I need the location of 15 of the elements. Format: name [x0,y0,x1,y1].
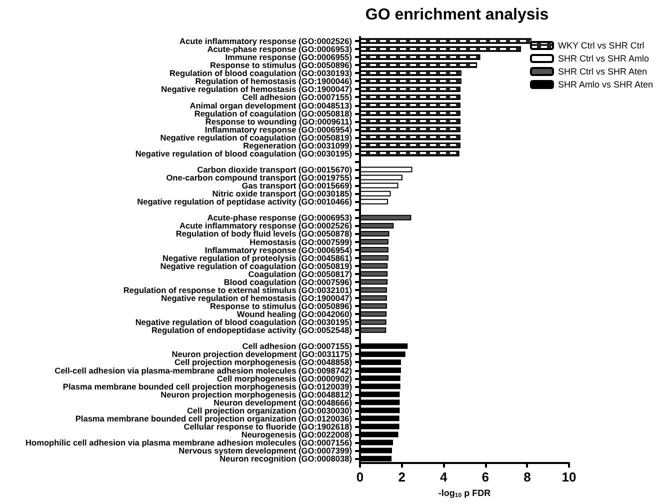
legend-label: WKY Ctrl vs SHR Ctrl [558,40,644,50]
x-tick-label: 6 [482,470,490,485]
y-tick-label: Carbon dioxide transport (GO:0015670) [197,164,352,174]
x-tick-label: 8 [524,470,531,485]
legend-label: SHR Ctrl vs SHR Amlo [558,54,649,64]
y-tick-label: Acute inflammatory response (GO:0002526) [180,36,352,46]
x-tick-label: 10 [562,470,576,485]
legend-label: SHR Ctrl vs SHR Aten [558,66,648,76]
y-tick-label: Cell adhesion (GO:0007155) [242,341,352,352]
legend-label: SHR Amlo vs SHR Aten [558,80,654,90]
x-tick-label: 4 [440,470,448,485]
x-tick-label: 0 [356,470,364,485]
chart-title: GO enrichment analysis [365,6,549,24]
x-tick-label: 2 [398,470,406,485]
y-tick-label: Acute-phase response (GO:0006953) [207,212,352,223]
